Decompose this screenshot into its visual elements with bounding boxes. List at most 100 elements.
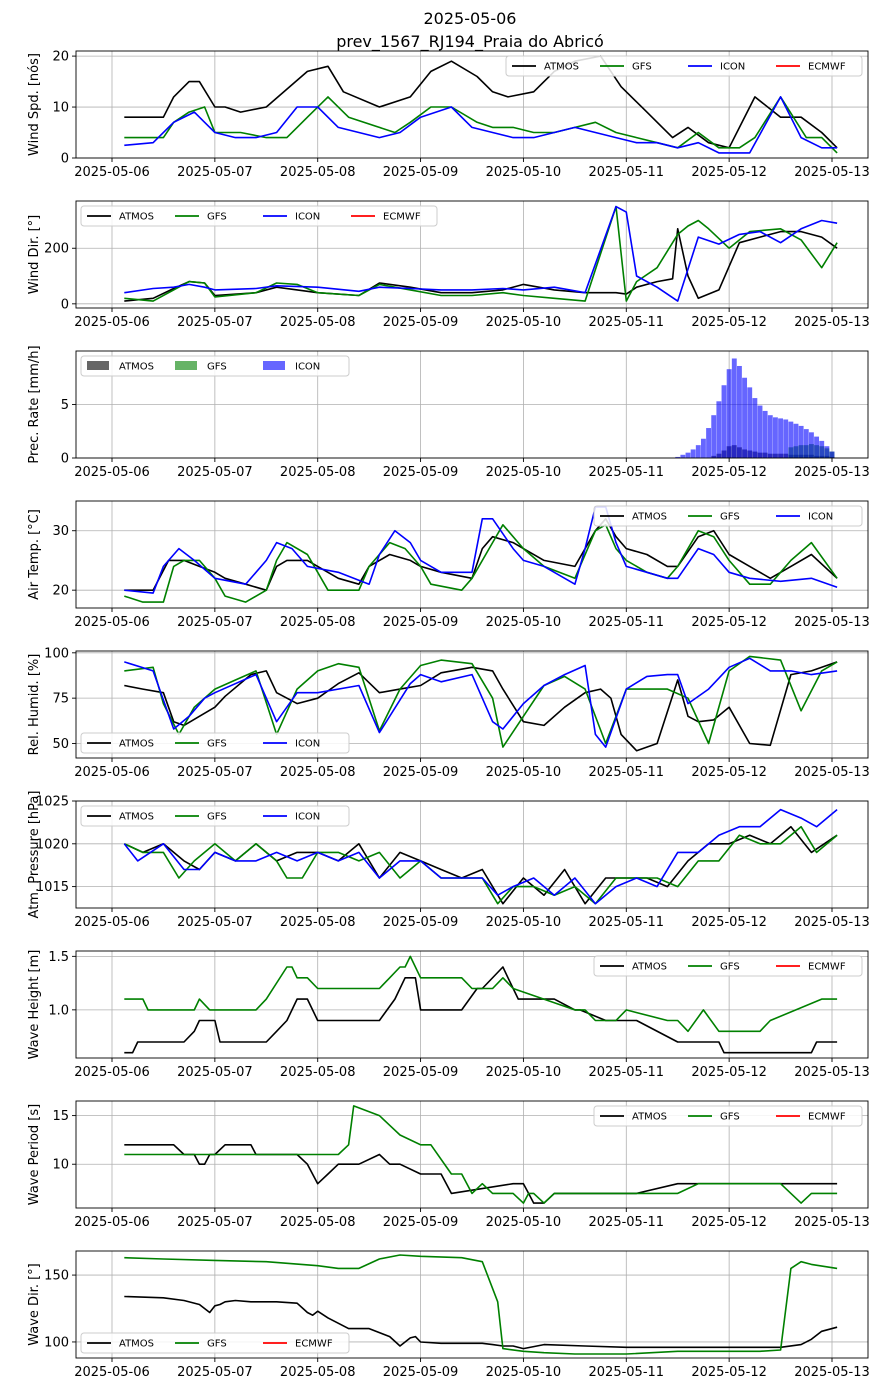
legend-swatch [87, 361, 109, 370]
x-tick-label: 2025-05-09 [383, 1065, 459, 1080]
x-tick-label: 2025-05-12 [691, 1215, 767, 1230]
x-tick-label: 2025-05-08 [280, 765, 356, 780]
series-line-icon [124, 506, 838, 594]
precip-bar [798, 425, 804, 458]
legend-swatch [263, 361, 285, 370]
y-axis-label: Prec. Rate [mm/h] [27, 345, 42, 463]
y-axis-label: Wave Period [s] [27, 1104, 42, 1205]
x-tick-label: 2025-05-06 [74, 615, 150, 630]
x-tick-label: 2025-05-08 [280, 1215, 356, 1230]
precip-bar [772, 417, 778, 458]
x-tick-label: 2025-05-12 [691, 1365, 767, 1380]
y-tick-label: 5 [61, 398, 69, 413]
axes-frame [75, 200, 869, 309]
panel-1: 2025-05-06 2025-05-07 2025-05-08 2025-05-09… [27, 200, 870, 330]
legend-label: ATMOS [119, 362, 154, 373]
panel-8: 2025-05-06 2025-05-07 2025-05-08 2025-05-09… [27, 1250, 870, 1380]
x-tick-label: 2025-05-07 [177, 765, 253, 780]
x-tick-label: 2025-05-13 [794, 1365, 870, 1380]
x-tick-label: 2025-05-13 [794, 465, 870, 480]
x-tick-label: 2025-05-09 [383, 315, 459, 330]
legend-label: GFS [207, 739, 227, 750]
legend: ATMOS GFS ICON [80, 355, 350, 377]
plot-area [124, 955, 838, 1054]
x-tick-label: 2025-05-13 [794, 315, 870, 330]
figure-title-date: 2025-05-06 [424, 9, 517, 28]
legend: ATMOS GFS ICON ECMWF [505, 55, 863, 77]
plot-area [123, 808, 838, 905]
y-axis-label: Wave Dir. [°] [27, 1263, 42, 1346]
x-tick-label: 2025-05-11 [589, 465, 665, 480]
precip-bar [716, 401, 722, 458]
y-tick-label: 15 [52, 1109, 69, 1124]
legend: ATMOS GFS ICON [593, 505, 863, 527]
x-tick-label: 2025-05-11 [589, 915, 665, 930]
series-line-gfs [124, 96, 838, 154]
y-tick-label: 1.0 [48, 1003, 69, 1018]
precip-bar [793, 423, 799, 458]
legend-label: ATMOS [632, 512, 667, 523]
x-tick-label: 2025-05-07 [177, 165, 253, 180]
x-tick-label: 2025-05-06 [74, 1065, 150, 1080]
legend-label: ECMWF [808, 1112, 846, 1123]
series-line-atmos [124, 661, 838, 752]
x-tick-label: 2025-05-09 [383, 1365, 459, 1380]
precip-bar [762, 410, 768, 458]
legend-label: ICON [720, 62, 745, 73]
x-tick-label: 2025-05-12 [691, 465, 767, 480]
panels: 2025-05-06 2025-05-07 2025-05-08 2025-05-09… [27, 50, 870, 1380]
legend-label: GFS [720, 512, 740, 523]
precip-bar [819, 440, 825, 458]
y-axis-label: Atm. Pressure [hPa] [27, 791, 42, 919]
precip-bar [706, 428, 712, 458]
precip-bar [742, 377, 748, 458]
y-tick-label: 1025 [36, 795, 69, 810]
x-tick-label: 2025-05-12 [691, 615, 767, 630]
legend: ATMOS GFS ICON ECMWF [80, 205, 438, 227]
legend: ATMOS GFS ICON [80, 732, 350, 754]
legend-label: GFS [207, 1339, 227, 1350]
legend-label: ATMOS [632, 962, 667, 973]
precip-bar [803, 429, 809, 458]
axes-frame [75, 1100, 869, 1209]
legend-frame [593, 955, 863, 977]
precip-bar [783, 419, 789, 458]
panel-7: 2025-05-06 2025-05-07 2025-05-08 2025-05-09… [27, 1100, 870, 1230]
x-tick-label: 2025-05-11 [589, 165, 665, 180]
panel-6: 2025-05-06 2025-05-07 2025-05-08 2025-05-09… [27, 950, 870, 1080]
y-axis-label: Rel. Humid. [%] [27, 654, 42, 756]
series-line-atmos [124, 55, 838, 149]
precip-bar [814, 436, 820, 458]
y-tick-label: 10 [52, 1158, 69, 1173]
legend-label: ECMWF [383, 212, 421, 223]
y-tick-label: 1015 [36, 880, 69, 895]
x-tick-label: 2025-05-11 [589, 1065, 665, 1080]
x-tick-label: 2025-05-06 [74, 165, 150, 180]
series-line-icon [124, 205, 838, 302]
legend-label: ICON [295, 362, 320, 373]
legend-label: ATMOS [119, 812, 154, 823]
x-tick-label: 2025-05-13 [794, 165, 870, 180]
x-tick-label: 2025-05-11 [589, 1365, 665, 1380]
y-tick-label: 20 [52, 50, 69, 65]
axes-frame [75, 500, 869, 609]
legend-label: GFS [207, 212, 227, 223]
legend-label: GFS [720, 962, 740, 973]
plot-area [124, 205, 838, 302]
panel-2: 2025-05-06 2025-05-07 2025-05-08 2025-05-09… [27, 345, 870, 480]
axes-frame [75, 650, 869, 759]
x-tick-label: 2025-05-08 [280, 165, 356, 180]
x-tick-label: 2025-05-07 [177, 915, 253, 930]
legend-frame [80, 205, 438, 227]
x-tick-label: 2025-05-11 [589, 765, 665, 780]
x-tick-label: 2025-05-08 [280, 915, 356, 930]
y-tick-label: 100 [44, 1335, 69, 1350]
legend-label: ATMOS [544, 62, 579, 73]
precip-bar [752, 398, 758, 458]
x-tick-label: 2025-05-08 [280, 465, 356, 480]
x-tick-label: 2025-05-12 [691, 915, 767, 930]
series-line-gfs [124, 655, 838, 748]
legend-label: ATMOS [119, 1339, 154, 1350]
legend-label: ICON [808, 512, 833, 523]
